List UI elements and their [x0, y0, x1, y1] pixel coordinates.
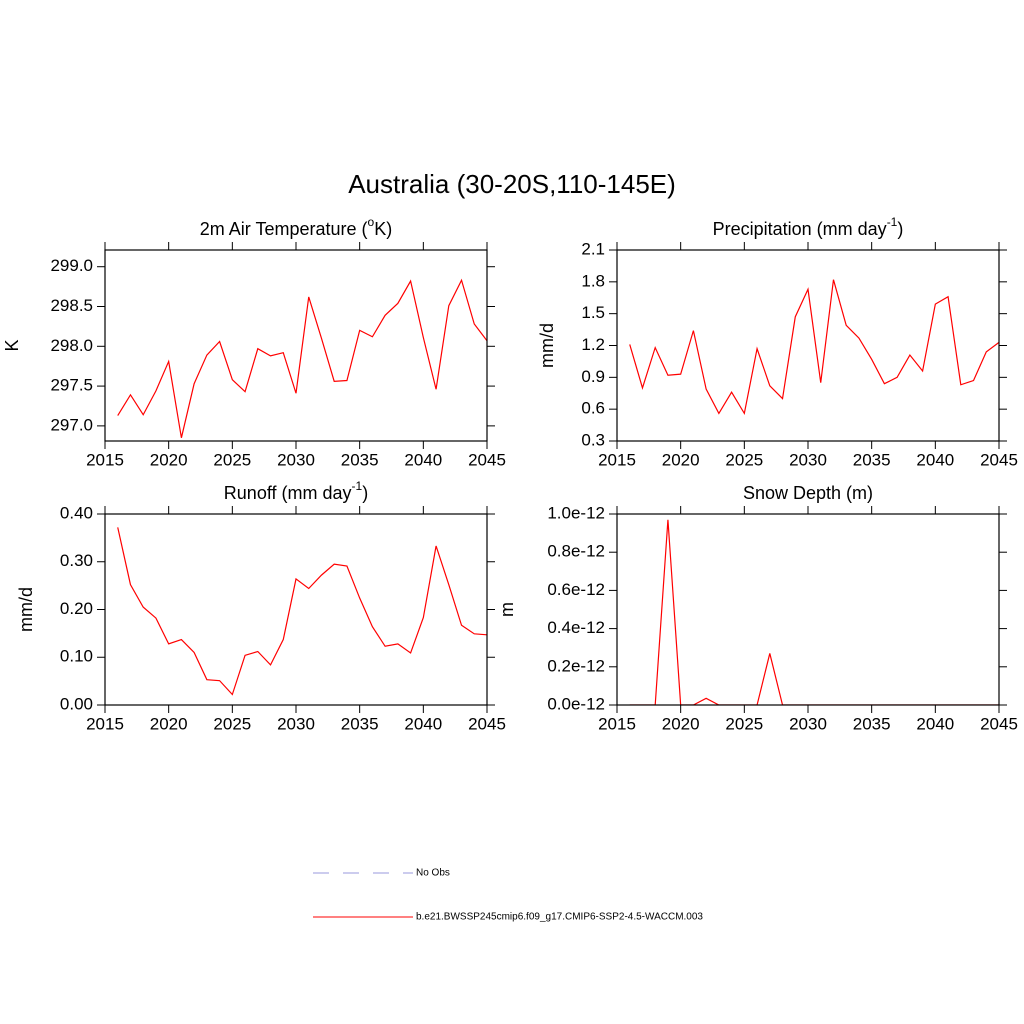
data-line	[117, 278, 487, 438]
title-part: )	[362, 483, 368, 503]
x-tick-label: 2030	[277, 450, 315, 469]
x-tick-label: 2035	[341, 450, 379, 469]
y-axis-label: K	[2, 339, 22, 351]
y-tick-label: 0.8e-12	[547, 542, 605, 561]
y-tick-label: 297.0	[50, 415, 93, 434]
x-tick-label: 2035	[853, 450, 891, 469]
panel: Runoff (mm day-1) mm/d 0.00 0.10 0.20 0.30 0.4…	[16, 479, 506, 733]
x-tick-label: 2025	[725, 714, 763, 733]
x-tick-label: 2020	[150, 450, 188, 469]
y-tick-label: 0.4e-12	[547, 618, 605, 637]
x-tick-label: 2020	[662, 450, 700, 469]
plot-frame	[616, 249, 1000, 442]
y-tick-label: 0.30	[60, 551, 93, 570]
figure-title: Australia (30-20S,110-145E)	[348, 169, 676, 199]
x-tick-label: 2020	[150, 714, 188, 733]
y-tick-label: 0.10	[60, 647, 93, 666]
y-tick-label: 2.1	[581, 239, 605, 258]
panel: 2m Air Temperature (oK) K 297.0 297.5 298.0 2…	[2, 215, 506, 469]
title-part: )	[897, 219, 903, 239]
panel-title: Precipitation (mm day-1)	[713, 215, 904, 239]
y-tick-label: 0.6e-12	[547, 580, 605, 599]
x-tick-label: 2030	[789, 714, 827, 733]
y-tick-label: 0.2e-12	[547, 656, 605, 675]
y-tick-label: 1.8	[581, 271, 605, 290]
x-tick-label: 2025	[213, 450, 251, 469]
panel-title: Snow Depth (m)	[743, 483, 873, 503]
panel-title: 2m Air Temperature (oK)	[200, 215, 392, 239]
data-line	[117, 527, 487, 696]
x-tick-label: 2030	[277, 714, 315, 733]
x-tick-label: 2015	[86, 714, 124, 733]
y-tick-label: 0.6	[581, 399, 605, 418]
y-tick-label: 1.0e-12	[547, 503, 605, 522]
y-tick-label: 1.5	[581, 303, 605, 322]
y-axis-label: mm/d	[16, 587, 36, 632]
y-tick-label: 299.0	[50, 256, 93, 275]
x-tick-label: 2030	[789, 450, 827, 469]
y-tick-label: 0.9	[581, 367, 605, 386]
panel: Snow Depth (m) m 0.0e-12 0.2e-12 0.4e-12 0.6e…	[497, 483, 1018, 734]
legend-label: No Obs	[416, 868, 450, 879]
x-tick-label: 2035	[853, 714, 891, 733]
title-superscript: -1	[887, 215, 898, 229]
y-tick-label: 0.20	[60, 599, 93, 618]
x-tick-label: 2020	[662, 714, 700, 733]
data-line	[629, 279, 999, 416]
y-tick-label: 297.5	[50, 376, 93, 395]
legend-label: b.e21.BWSSP245cmip6.f09_g17.CMIP6-SSP2-4…	[416, 912, 703, 923]
plot-frame	[616, 513, 1000, 706]
plot-frame	[104, 249, 488, 442]
panel-title: Runoff (mm day-1)	[224, 479, 368, 503]
x-tick-label: 2045	[468, 714, 506, 733]
y-tick-label: 0.00	[60, 694, 93, 713]
x-tick-label: 2045	[980, 450, 1018, 469]
title-superscript: o	[368, 215, 375, 229]
title-part: Precipitation (mm day	[713, 219, 887, 239]
x-tick-label: 2040	[404, 450, 442, 469]
y-tick-label: 0.40	[60, 503, 93, 522]
x-tick-label: 2015	[598, 450, 636, 469]
y-tick-label: 298.0	[50, 336, 93, 355]
x-tick-label: 2040	[916, 714, 954, 733]
y-axis-label: mm/d	[537, 323, 557, 368]
x-tick-label: 2015	[86, 450, 124, 469]
x-tick-label: 2045	[468, 450, 506, 469]
x-tick-label: 2040	[916, 450, 954, 469]
x-tick-label: 2035	[341, 714, 379, 733]
y-tick-label: 0.0e-12	[547, 694, 605, 713]
y-axis-label: m	[497, 602, 517, 617]
y-tick-label: 1.2	[581, 335, 605, 354]
title-part: Runoff (mm day	[224, 483, 352, 503]
x-tick-label: 2045	[980, 714, 1018, 733]
panel: Precipitation (mm day-1) mm/d 0.3 0.6 0.9 1.2…	[537, 215, 1018, 469]
y-tick-label: 0.3	[581, 430, 605, 449]
x-tick-label: 2025	[213, 714, 251, 733]
title-superscript: -1	[352, 479, 363, 493]
data-line	[629, 519, 999, 705]
plot-frame	[104, 513, 488, 706]
title-part: 2m Air Temperature (	[200, 219, 368, 239]
x-tick-label: 2015	[598, 714, 636, 733]
y-tick-label: 298.5	[50, 296, 93, 315]
x-tick-label: 2025	[725, 450, 763, 469]
x-tick-label: 2040	[404, 714, 442, 733]
title-part: K)	[374, 219, 392, 239]
title-part: Snow Depth (m)	[743, 483, 873, 503]
